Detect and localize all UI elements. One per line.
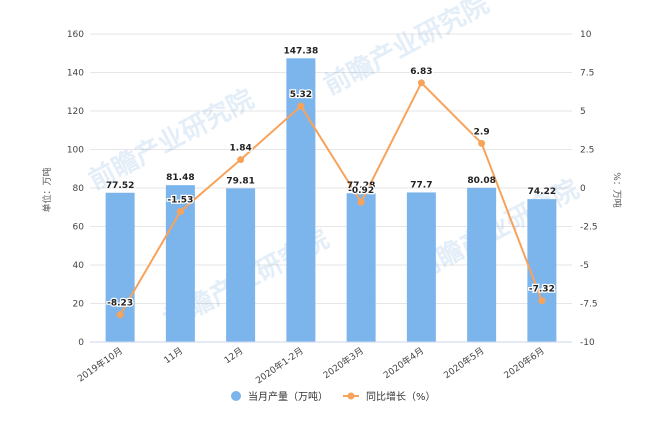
line-data-label: 6.83 [410, 67, 432, 77]
line-data-label: -1.53 [167, 196, 193, 206]
x-tick-label: 2020年1-2月 [253, 345, 305, 387]
y-left-tick-label: 80 [73, 184, 85, 194]
bar [406, 192, 436, 342]
bar-data-label: 77.28 [347, 181, 375, 191]
x-tick-label: 2019年10月 [75, 345, 125, 385]
y-axis-left-title: 单位：万吨 [41, 167, 53, 212]
bar [226, 188, 256, 342]
legend-bar-label: 当月产量（万吨） [248, 390, 328, 403]
x-tick-label: 2020年5月 [441, 345, 486, 382]
y-left-tick-label: 40 [73, 261, 85, 271]
watermark: 前瞻产业研究院前瞻产业研究院前瞻产业研究院前瞻产业研究院 [84, 0, 584, 336]
legend-bar-swatch [231, 391, 241, 401]
line-point [417, 79, 425, 87]
bar-data-label: 79.81 [226, 176, 254, 186]
bar [105, 192, 135, 342]
legend: 当月产量（万吨） 同比增长（%） [231, 390, 436, 403]
bar-data-label: 147.38 [284, 46, 319, 56]
line-point [538, 297, 546, 305]
line-point [176, 208, 184, 216]
y-left-tick-label: 60 [73, 223, 85, 233]
y-axis-right-title: %：万吨 [611, 172, 623, 208]
line-point [237, 156, 245, 164]
y-right-tick-label: 7.5 [580, 69, 594, 79]
line-data-label: 1.84 [230, 144, 252, 154]
y-right-tick-label: -5 [580, 261, 589, 271]
y-right-tick-label: 5 [580, 107, 586, 117]
watermark-text: 前瞻产业研究院 [319, 0, 494, 101]
x-tick-label: 2020年4月 [381, 345, 426, 382]
line-data-label: -0.92 [348, 186, 374, 196]
y-right-tick-label: 2.5 [580, 146, 594, 156]
legend-line-label: 同比增长（%） [366, 390, 436, 403]
bar [527, 199, 557, 342]
bar-data-label: 81.48 [166, 173, 194, 183]
bar-series [105, 58, 557, 343]
bar-data-label: 77.52 [106, 181, 134, 191]
y-left-tick-label: 160 [67, 30, 84, 40]
x-tick-label: 2020年3月 [321, 345, 366, 382]
y-left-tick-label: 140 [67, 69, 84, 79]
y-left-tick-label: 20 [73, 300, 85, 310]
bar [467, 187, 497, 342]
bar [346, 193, 376, 342]
x-tick-label: 2020年6月 [502, 345, 547, 382]
growth-line [119, 81, 543, 316]
y-right-tick-label: 0 [580, 184, 586, 194]
bar-data-label: 77.7 [410, 180, 432, 190]
y-left-tick-label: 100 [67, 146, 84, 156]
x-tick-label: 12月 [222, 345, 245, 366]
legend-line-marker [347, 392, 355, 400]
y-left-tick-label: 0 [78, 338, 84, 348]
y-left-tick-label: 120 [67, 107, 84, 117]
line-point [357, 198, 365, 206]
y-right-tick-label: -2.5 [580, 223, 598, 233]
line-data-label: -7.32 [529, 285, 555, 295]
line-data-label: 5.32 [290, 90, 312, 100]
y-right-tick-label: -7.5 [580, 300, 598, 310]
line-data-label: -8.23 [107, 299, 133, 309]
bar [286, 58, 316, 343]
data-labels: 77.52 81.48 79.81 147.38 77.28 77.7 80.08 74.22… [106, 46, 556, 310]
line-point [297, 102, 305, 110]
bar-data-label: 74.22 [528, 187, 556, 197]
y-right-tick-label: -10 [580, 338, 595, 348]
line-point [478, 139, 486, 147]
x-tick-label: 11月 [162, 345, 185, 366]
bar-data-label: 80.08 [467, 176, 495, 186]
y-right-tick-label: 10 [580, 30, 592, 40]
line-series [116, 79, 546, 319]
line-point [116, 311, 124, 319]
line-data-label: 2.9 [474, 127, 490, 137]
